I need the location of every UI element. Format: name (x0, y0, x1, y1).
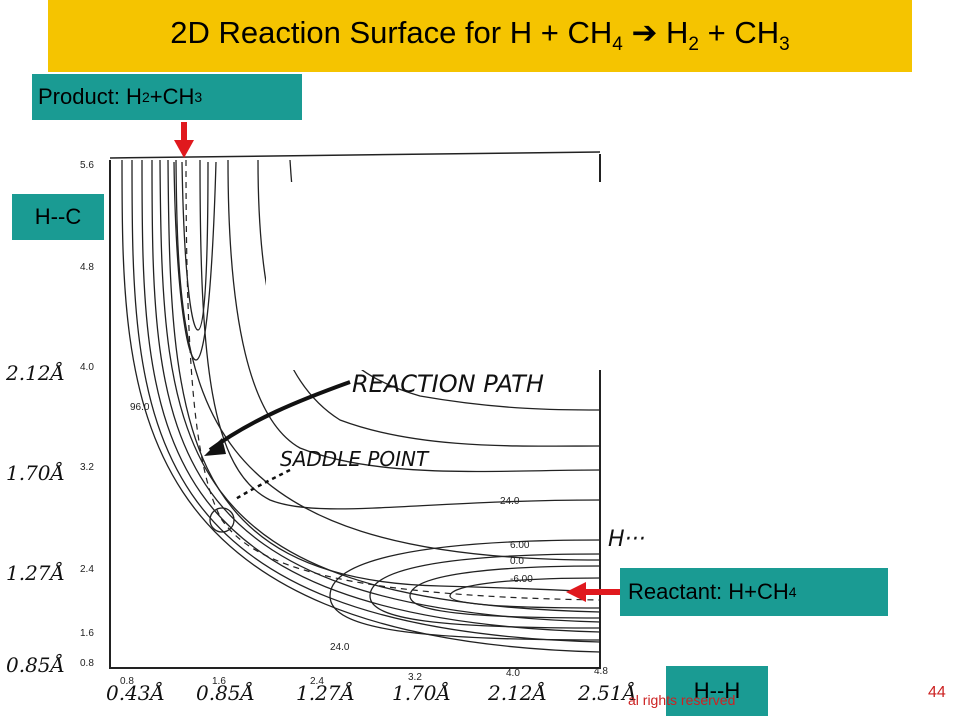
reaction-path-line (185, 159, 601, 601)
x-tick-label: 2.4 (310, 676, 324, 687)
y-angstrom-label: 1.70Å (6, 460, 65, 485)
title-bar: 2D Reaction Surface for H + CH4 ➔ H2 + C… (48, 0, 912, 72)
x-angstrom-label: 1.70Å (392, 680, 451, 705)
x-tick-label: 3.2 (408, 672, 422, 683)
y-angstrom-label: 2.12Å (5, 360, 65, 385)
saddle-circle (209, 507, 235, 533)
plot-top-edge (109, 151, 601, 159)
y-angstrom-label: 0.85Å (6, 652, 65, 677)
saddle-point-annotation: SADDLE POINT (280, 447, 430, 471)
reaction-path-annotation: REACTION PATH (352, 370, 544, 398)
x-tick-label: 1.6 (212, 676, 226, 687)
h-h-axis-label: H--H (666, 666, 768, 716)
page-number: 44 (928, 684, 946, 701)
contour-label: 6.00 (510, 540, 530, 551)
x-angstrom-label: 2.51Å (577, 680, 637, 705)
contour-label: 0.0 (510, 556, 524, 567)
contour-label: 24.0 (500, 496, 520, 507)
y-tick-label: 4.8 (80, 262, 94, 273)
blank-panel (266, 182, 960, 370)
x-angstrom-label: 2.12Å (487, 680, 547, 705)
product-arrow (174, 140, 194, 158)
y-tick-label: 2.4 (80, 564, 94, 575)
h-c-axis-label: H--C (12, 194, 104, 240)
reaction-path-arrow (208, 380, 351, 452)
contour-label: -6.00 (510, 574, 533, 585)
plot-frame (109, 154, 601, 669)
y-tick-label: 4.0 (80, 362, 94, 373)
x-tick-label: 4.8 (594, 666, 608, 677)
y-tick-label: 5.6 (80, 160, 94, 171)
y-tick-label: 1.6 (80, 628, 94, 639)
slide-title: 2D Reaction Surface for H + CH4 ➔ H2 + C… (170, 15, 790, 56)
x-angstrom-label: 0.85Å (196, 680, 255, 705)
product-label: Product: H 2 +CH 3 (32, 74, 302, 120)
x-angstrom-label: 1.27Å (296, 680, 355, 705)
y-tick-label: 3.2 (80, 462, 94, 473)
x-angstrom-label: 0.43Å (106, 680, 165, 705)
reactant-arrow (566, 582, 586, 602)
reactant-label: Reactant: H+CH 4 (620, 568, 888, 616)
saddle-arrow (233, 468, 291, 502)
contour-plot: 5.6 4.8 4.0 3.2 2.4 1.6 0.8 0.8 1.6 2.4 … (5, 122, 960, 705)
h-dots-annotation: H··· (608, 527, 646, 552)
y-tick-label: 0.8 (80, 658, 94, 669)
contour-label: 96.0 (130, 402, 150, 413)
x-tick-label: 0.8 (120, 676, 134, 687)
contour-label: 24.0 (330, 642, 350, 653)
x-tick-label: 4.0 (506, 668, 520, 679)
footer-text: al rights reserved (628, 692, 736, 708)
y-angstrom-label: 1.27Å (6, 560, 65, 585)
